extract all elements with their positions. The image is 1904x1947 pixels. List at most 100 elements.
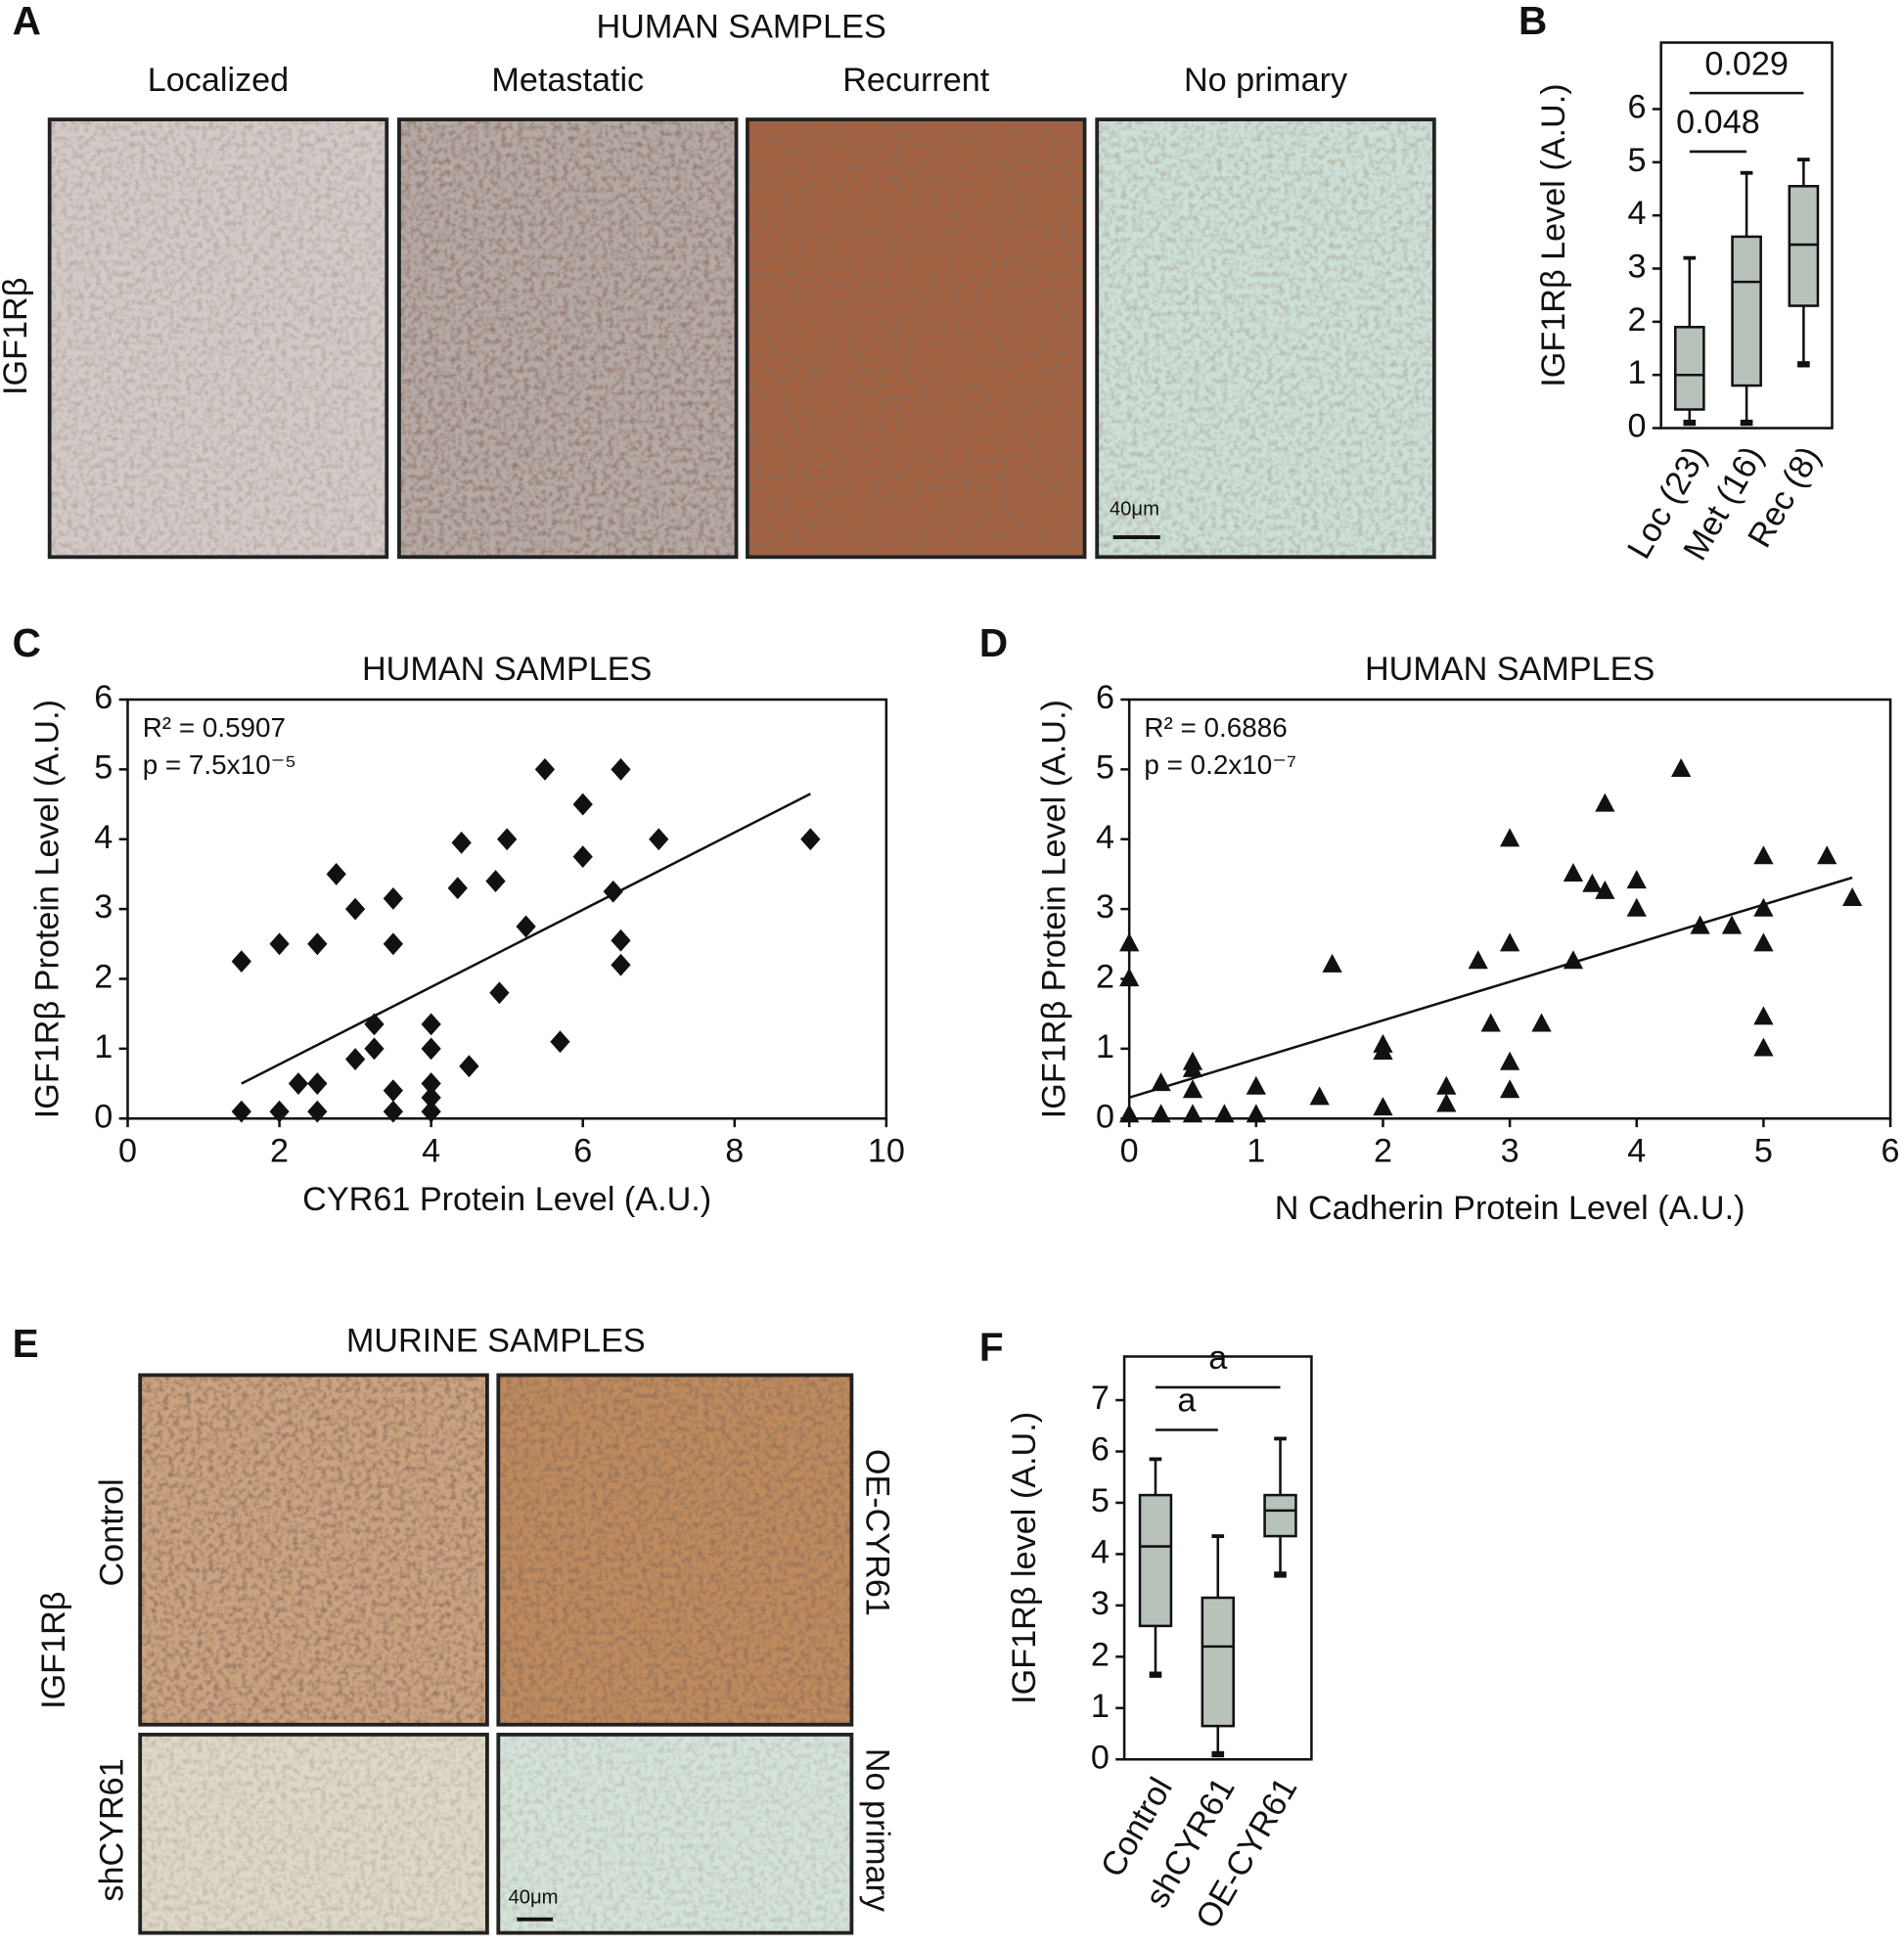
- image-label: OE-CYR61: [858, 1449, 895, 1616]
- data-point: [307, 1072, 328, 1095]
- data-point: [421, 1037, 441, 1061]
- annotation: R² = 0.6886: [1144, 712, 1287, 743]
- micrograph-texture: [140, 1734, 487, 1933]
- scale-bar-label: 40μm: [508, 1886, 558, 1908]
- y-tick-label: 4: [1627, 195, 1646, 232]
- data-point: [364, 1013, 385, 1036]
- y-tick-label: 4: [1096, 819, 1114, 856]
- panel-letter: B: [1519, 0, 1547, 43]
- data-point: [1480, 1013, 1501, 1032]
- x-axis-label: CYR61 Protein Level (A.U.): [302, 1181, 711, 1218]
- data-point: [1753, 1006, 1774, 1025]
- box: [1263, 1493, 1297, 1538]
- data-point: [497, 828, 518, 851]
- data-point: [307, 932, 328, 956]
- significance-label: a: [1177, 1382, 1197, 1420]
- y-tick-label: 2: [1091, 1636, 1110, 1673]
- data-point: [1671, 757, 1692, 777]
- data-point: [1753, 932, 1774, 952]
- x-tick-label: 0: [118, 1133, 137, 1170]
- data-point: [611, 757, 631, 781]
- micrograph-frame: [496, 1373, 854, 1727]
- image-label: shCYR61: [94, 1758, 131, 1901]
- data-point: [1499, 1079, 1520, 1099]
- data-point: [572, 792, 593, 816]
- data-point: [611, 928, 631, 952]
- y-tick-label: 5: [1627, 142, 1646, 179]
- data-point: [1119, 932, 1140, 952]
- panel-title: HUMAN SAMPLES: [596, 9, 885, 46]
- panel-letter: A: [13, 0, 41, 43]
- data-point: [459, 1055, 479, 1078]
- annotation: R² = 0.5907: [143, 712, 286, 743]
- micrograph-frame: [397, 117, 739, 560]
- data-point: [800, 828, 821, 851]
- data-point: [1499, 1051, 1520, 1070]
- y-tick-label: 0: [1096, 1098, 1114, 1135]
- micrograph-texture: [498, 1734, 852, 1933]
- micrograph-texture: [140, 1375, 487, 1725]
- data-point: [1468, 950, 1488, 970]
- data-point: [383, 887, 404, 910]
- x-tick-label: 2: [270, 1133, 289, 1170]
- y-tick-label: 1: [1096, 1028, 1114, 1065]
- micrograph-frame: [138, 1732, 489, 1935]
- y-tick-label: 5: [1096, 748, 1114, 786]
- y-tick-label: 5: [94, 748, 113, 786]
- x-tick-label: 5: [1754, 1133, 1773, 1170]
- data-point: [1595, 792, 1615, 812]
- y-axis-label: IGF1Rβ Protein Level (A.U.): [1035, 700, 1072, 1118]
- panel-letter: D: [979, 620, 1008, 665]
- data-point: [489, 981, 510, 1005]
- data-point: [1626, 897, 1647, 917]
- y-tick-label: 1: [1627, 354, 1646, 391]
- box: [1138, 1493, 1173, 1628]
- data-point: [1182, 1104, 1203, 1123]
- y-tick-label: 6: [1096, 679, 1114, 716]
- data-point: [383, 932, 404, 956]
- data-point: [1753, 897, 1774, 917]
- x-tick-label: 4: [422, 1133, 440, 1170]
- data-point: [1721, 915, 1743, 934]
- image-label: No primary: [1184, 62, 1348, 99]
- data-point: [1690, 915, 1710, 934]
- y-tick-label: 3: [1091, 1585, 1110, 1622]
- data-point: [421, 1072, 441, 1095]
- data-point: [1436, 1075, 1457, 1095]
- data-point: [1563, 863, 1584, 883]
- annotation: p = 7.5x10⁻⁵: [143, 749, 296, 780]
- data-point: [344, 1048, 366, 1070]
- data-point: [344, 897, 366, 921]
- image-label: Control: [94, 1478, 131, 1586]
- row-label: IGF1Rβ: [0, 278, 34, 395]
- data-point: [1753, 1037, 1774, 1057]
- image-label: Localized: [148, 62, 289, 99]
- y-tick-label: 0: [94, 1098, 113, 1135]
- x-tick-label: 1: [1247, 1133, 1265, 1170]
- panel-title: MURINE SAMPLES: [346, 1323, 646, 1360]
- data-point: [1119, 1104, 1140, 1123]
- data-point: [269, 1100, 290, 1123]
- data-point: [1182, 1058, 1203, 1077]
- x-tick-label: 6: [573, 1133, 592, 1170]
- y-tick-label: 1: [94, 1028, 113, 1065]
- data-point: [1626, 870, 1647, 889]
- micrograph-texture: [1097, 119, 1434, 558]
- micrograph-frame: [746, 117, 1087, 560]
- row-label: IGF1Rβ: [35, 1592, 72, 1709]
- data-point: [307, 1100, 328, 1123]
- significance-label: 0.048: [1676, 104, 1760, 141]
- box: [1673, 326, 1705, 411]
- data-point: [1182, 1079, 1203, 1099]
- data-point: [288, 1072, 309, 1095]
- x-tick-label: 3: [1501, 1133, 1519, 1170]
- data-point: [421, 1100, 441, 1123]
- data-point: [1499, 932, 1520, 952]
- x-tick-label: 4: [1627, 1133, 1646, 1170]
- data-point: [451, 831, 472, 854]
- micrograph-texture: [498, 1375, 852, 1725]
- y-tick-label: 2: [94, 959, 113, 996]
- plot-frame: [1659, 41, 1834, 430]
- data-point: [485, 870, 506, 892]
